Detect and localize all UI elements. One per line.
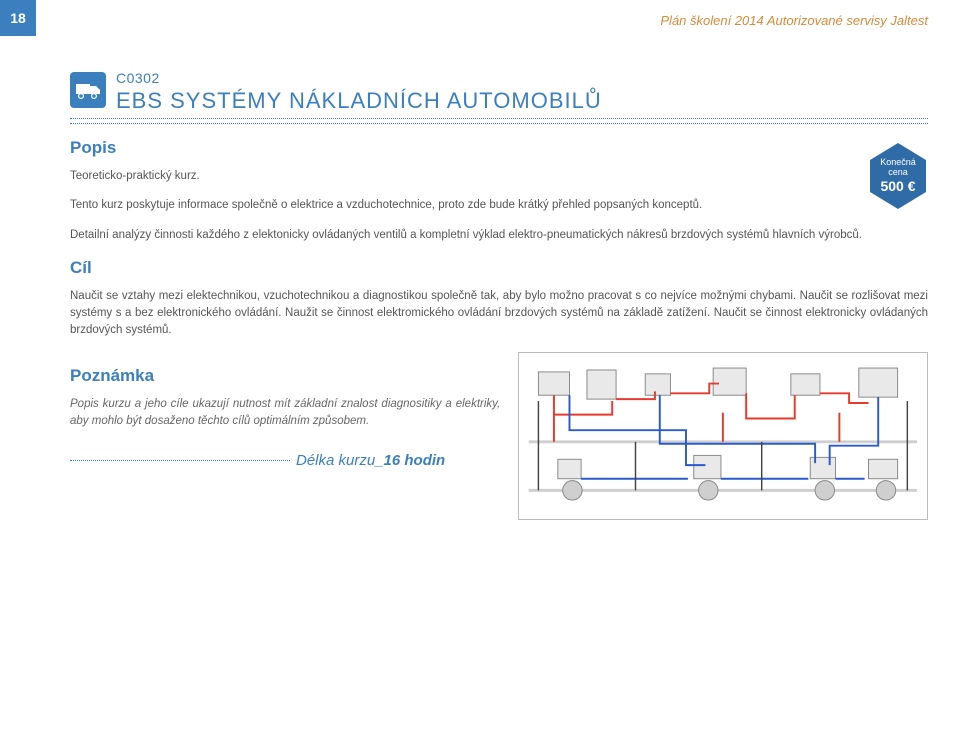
schematic-container [518,352,928,525]
course-code: C0302 [70,70,928,86]
poznamka-heading: Poznámka [70,366,500,386]
price-badge: Konečná cena 500 € [868,142,928,210]
divider [70,118,928,119]
poznamka-section: Poznámka Popis kurzu a jeho cíle ukazují… [70,352,500,525]
bottom-two-column: Poznámka Popis kurzu a jeho cíle ukazují… [70,352,928,525]
divider [70,123,928,124]
popis-section: Konečná cena 500 € Popis Teoreticko-prak… [70,138,928,244]
cil-heading: Cíl [70,258,928,278]
course-length-row: Délka kurzu_16 hodin [70,452,500,469]
page-number-badge: 18 [0,0,36,36]
price-value: 500 € [880,178,915,194]
popis-heading: Popis [70,138,928,158]
cil-p1: Naučit se vztahy mezi elektechnikou, vzu… [70,288,928,340]
page-header: Plán školení 2014 Autorizované servisy J… [36,0,960,40]
ebs-schematic-diagram [518,352,928,520]
course-length-value: 16 hodin [384,452,446,469]
popis-p1: Teoreticko-praktický kurz. [70,168,928,185]
course-length-leader [70,460,290,461]
header-title: Plán školení 2014 Autorizované servisy J… [660,13,928,28]
course-heading-block: C0302 EBS SYSTÉMY NÁKLADNÍCH AUTOMOBILŮ [70,70,928,114]
price-label-2: cena [888,168,908,178]
truck-icon [70,72,106,113]
popis-p3: Detailní analýzy činnosti každého z elek… [70,227,928,244]
course-length-label: Délka kurzu_16 hodin [296,452,445,469]
course-title: EBS SYSTÉMY NÁKLADNÍCH AUTOMOBILŮ [70,88,928,114]
content-area: C0302 EBS SYSTÉMY NÁKLADNÍCH AUTOMOBILŮ … [70,70,928,525]
course-length-prefix: Délka kurzu_ [296,452,384,469]
poznamka-p1: Popis kurzu a jeho cíle ukazují nutnost … [70,396,500,431]
cil-section: Cíl Naučit se vztahy mezi elektechnikou,… [70,258,928,340]
popis-p2: Tento kurz poskytuje informace společně … [70,197,928,214]
page-number: 18 [10,10,26,26]
